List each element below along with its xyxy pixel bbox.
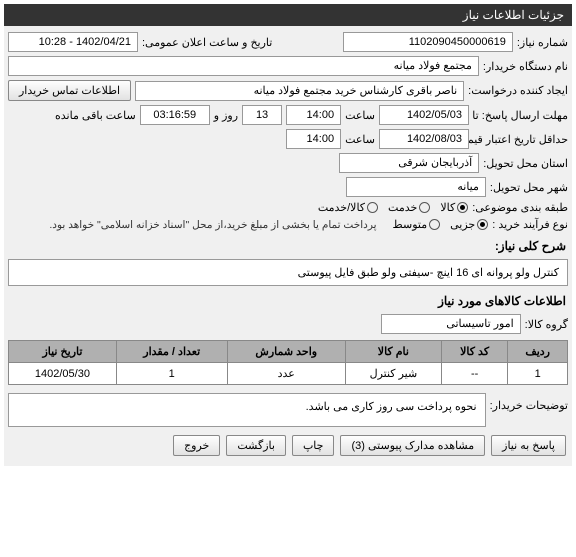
buyer-org-field: مجتمع فولاد میانه (8, 56, 479, 76)
requester-field: ناصر باقری کارشناس خرید مجتمع فولاد میان… (135, 81, 464, 101)
table-header-row: ردیفکد کالانام کالاواحد شمارشتعداد / مقد… (9, 341, 568, 363)
table-header-cell: نام کالا (345, 341, 441, 363)
items-section-title: اطلاعات کالاهای مورد نیاز (8, 288, 568, 312)
general-desc-box: کنترل ولو پروانه ای 16 اینچ -سیفتی ولو ط… (8, 259, 568, 286)
panel-header: جزئیات اطلاعات نیاز (4, 4, 572, 26)
table-cell: 1402/05/30 (9, 363, 117, 385)
min-validity-time-field: 14:00 (286, 129, 341, 149)
days-value-field: 13 (242, 105, 282, 125)
attachments-button[interactable]: مشاهده مدارک پیوستی (3) (340, 435, 485, 456)
table-header-cell: ردیف (508, 341, 568, 363)
table-cell: عدد (227, 363, 345, 385)
table-cell: -- (441, 363, 507, 385)
deadline-date-field: 1402/05/03 (379, 105, 469, 125)
time-label-1: ساعت (345, 109, 375, 122)
partial-radio[interactable]: جزیی (450, 218, 488, 231)
items-table: ردیفکد کالانام کالاواحد شمارشتعداد / مقد… (8, 340, 568, 385)
table-row: 1--شیر کنترلعدد11402/05/30 (9, 363, 568, 385)
form-content: شماره نیاز: 1102090450000619 تاریخ و ساع… (4, 26, 572, 466)
purchase-type-label: نوع فرآیند خرید : (492, 218, 568, 231)
back-button[interactable]: بازگشت (226, 435, 286, 456)
need-number-field: 1102090450000619 (343, 32, 513, 52)
deadline-time-field: 14:00 (286, 105, 341, 125)
panel-title: جزئیات اطلاعات نیاز (463, 8, 564, 22)
announce-date-label: تاریخ و ساعت اعلان عمومی: (142, 36, 272, 49)
table-header-cell: واحد شمارش (227, 341, 345, 363)
table-cell: شیر کنترل (345, 363, 441, 385)
table-header-cell: تاریخ نیاز (9, 341, 117, 363)
goods-group-label: گروه کالا: (525, 318, 568, 331)
table-header-cell: تعداد / مقدار (116, 341, 227, 363)
table-cell: 1 (116, 363, 227, 385)
need-number-label: شماره نیاز: (517, 36, 568, 49)
subject-class-label: طبقه بندی موضوعی: (472, 201, 568, 214)
print-button[interactable]: چاپ (292, 435, 335, 456)
min-validity-date-field: 1402/08/03 (379, 129, 469, 149)
announce-date-field: 1402/04/21 - 10:28 (8, 32, 138, 52)
purchase-type-group: جزیی متوسط (393, 218, 489, 231)
requester-label: ایجاد کننده درخواست: (468, 84, 568, 97)
deadline-label: مهلت ارسال پاسخ: تا تاریخ: (473, 109, 568, 122)
goods-group-field: امور تاسیساتی (381, 314, 521, 334)
buyer-org-label: نام دستگاه خریدار: (483, 60, 568, 73)
table-header-cell: کد کالا (441, 341, 507, 363)
exit-button[interactable]: خروج (173, 435, 220, 456)
goods-radio[interactable]: کالا (440, 201, 468, 214)
city-label: شهر محل تحویل: (490, 181, 568, 194)
general-desc-label: شرح کلی نیاز: (8, 233, 568, 257)
buyer-notes-label: توضیحات خریدار: (490, 393, 568, 412)
purchase-note: پرداخت تمام یا بخشی از مبلغ خرید،از محل … (49, 219, 376, 231)
action-buttons: پاسخ به نیاز مشاهده مدارک پیوستی (3) چاپ… (8, 429, 568, 462)
city-field: میانه (346, 177, 486, 197)
goods-service-radio[interactable]: کالا/خدمت (318, 201, 378, 214)
days-label: روز و (214, 109, 238, 122)
table-cell: 1 (508, 363, 568, 385)
buyer-notes-box: نحوه پرداخت سی روز کاری می باشد. (8, 393, 486, 427)
contact-info-button[interactable]: اطلاعات تماس خریدار (8, 80, 131, 101)
min-validity-label: حداقل تاریخ اعتبار قیمت: تا تاریخ: (473, 133, 568, 146)
medium-radio[interactable]: متوسط (393, 218, 441, 231)
subject-class-group: کالا خدمت کالا/خدمت (318, 201, 468, 214)
province-label: استان محل تحویل: (483, 157, 568, 170)
remaining-time-field: 03:16:59 (140, 105, 210, 125)
respond-button[interactable]: پاسخ به نیاز (491, 435, 566, 456)
province-field: آذربایجان شرقی (339, 153, 479, 173)
service-radio[interactable]: خدمت (388, 201, 430, 214)
time-label-2: ساعت (345, 133, 375, 146)
remaining-label: ساعت باقی مانده (55, 109, 136, 122)
